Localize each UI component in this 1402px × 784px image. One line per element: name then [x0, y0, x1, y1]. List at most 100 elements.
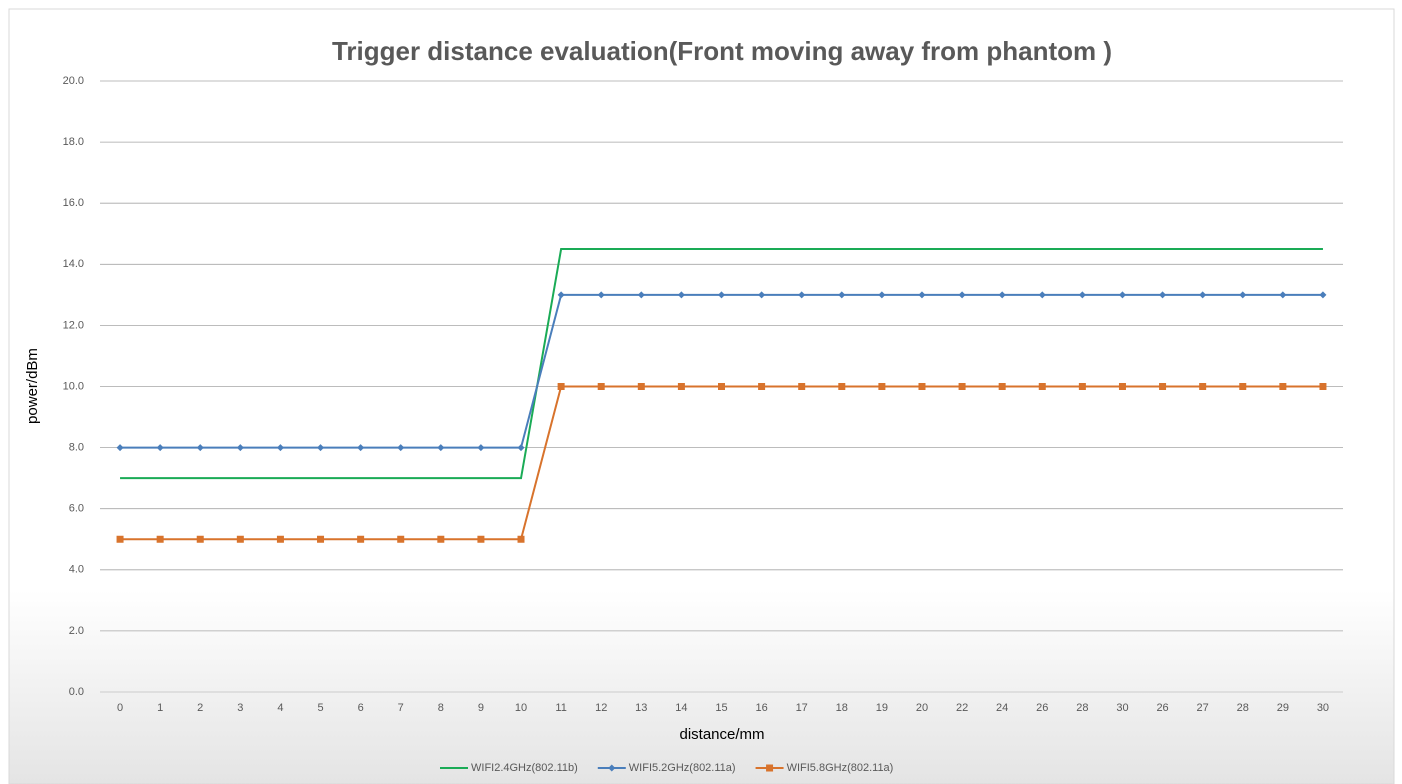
- data-point: [1199, 383, 1207, 390]
- x-tick-label: 16: [755, 702, 767, 714]
- data-point: [798, 383, 806, 390]
- x-tick-label: 30: [1116, 702, 1128, 714]
- data-point: [517, 444, 525, 452]
- data-point: [637, 383, 645, 390]
- series-line: [120, 248, 1323, 480]
- y-tick-label: 2.0: [69, 625, 84, 637]
- x-tick-label: 12: [595, 702, 607, 714]
- data-point: [1159, 383, 1167, 390]
- x-tick-label: 24: [996, 702, 1008, 714]
- legend-label: WIFI2.4GHz(802.11b): [471, 762, 578, 774]
- x-tick-label: 26: [1156, 702, 1168, 714]
- data-point: [196, 535, 204, 543]
- x-tick-label: 22: [956, 702, 968, 714]
- data-point: [1038, 291, 1046, 299]
- data-point: [838, 383, 846, 390]
- x-tick-label: 27: [1197, 702, 1209, 714]
- data-point: [236, 444, 244, 452]
- data-point: [998, 383, 1006, 390]
- data-point: [1078, 291, 1086, 299]
- y-tick-label: 16.0: [63, 197, 84, 209]
- data-point: [317, 535, 325, 543]
- data-point: [758, 383, 766, 390]
- data-point: [1159, 291, 1167, 299]
- x-tick-label: 8: [438, 702, 444, 714]
- data-point: [557, 291, 565, 299]
- x-tick-label: 13: [635, 702, 647, 714]
- data-point: [317, 444, 325, 452]
- data-point: [677, 291, 685, 299]
- data-point: [677, 383, 685, 390]
- data-point: [798, 291, 806, 299]
- x-tick-label: 10: [515, 702, 527, 714]
- x-tick-label: 4: [277, 702, 283, 714]
- x-tick-label: 14: [675, 702, 687, 714]
- x-tick-label: 28: [1076, 702, 1088, 714]
- y-tick-label: 18.0: [63, 136, 84, 148]
- x-tick-label: 2: [197, 702, 203, 714]
- legend-marker: [608, 764, 616, 772]
- data-point: [1239, 383, 1247, 390]
- data-point: [437, 444, 445, 452]
- data-point: [838, 291, 846, 299]
- data-point: [1279, 383, 1287, 390]
- x-tick-label: 9: [478, 702, 484, 714]
- x-tick-label: 3: [237, 702, 243, 714]
- x-tick-label: 20: [916, 702, 928, 714]
- data-point: [878, 383, 886, 390]
- data-point: [357, 444, 365, 452]
- data-point: [116, 535, 124, 543]
- chart-title: Trigger distance evaluation(Front moving…: [332, 36, 1112, 66]
- y-tick-label: 14.0: [63, 258, 84, 270]
- x-tick-label: 29: [1277, 702, 1289, 714]
- legend-label: WIFI5.8GHz(802.11a): [787, 762, 894, 774]
- data-point: [1078, 383, 1086, 390]
- data-point: [878, 291, 886, 299]
- y-tick-label: 8.0: [69, 442, 84, 454]
- data-point: [477, 444, 485, 452]
- data-point: [156, 444, 164, 452]
- chart-background: [8, 8, 1395, 784]
- data-point: [477, 535, 485, 543]
- y-axis-label: power/dBm: [24, 348, 41, 424]
- y-tick-label: 12.0: [63, 319, 84, 331]
- y-tick-label: 20.0: [63, 75, 84, 87]
- data-point: [718, 383, 725, 390]
- y-tick-label: 6.0: [69, 503, 84, 515]
- data-point: [597, 291, 605, 299]
- data-point: [1118, 291, 1126, 299]
- data-point: [1199, 291, 1207, 299]
- data-point: [1319, 383, 1327, 390]
- legend-marker: [766, 764, 774, 772]
- data-point: [1279, 291, 1287, 299]
- data-point: [357, 535, 365, 543]
- data-point: [397, 444, 405, 452]
- x-tick-label: 6: [358, 702, 364, 714]
- data-point: [1319, 291, 1327, 299]
- y-tick-label: 10.0: [63, 380, 84, 392]
- x-tick-label: 7: [398, 702, 404, 714]
- x-tick-label: 30: [1317, 702, 1329, 714]
- x-axis-label: distance/mm: [679, 726, 764, 743]
- x-tick-label: 26: [1036, 702, 1048, 714]
- data-point: [597, 383, 605, 390]
- data-point: [1118, 383, 1126, 390]
- data-point: [918, 383, 926, 390]
- data-point: [196, 444, 204, 452]
- data-point: [958, 383, 966, 390]
- legend-label: WIFI5.2GHz(802.11a): [629, 762, 736, 774]
- x-tick-label: 17: [796, 702, 808, 714]
- data-point: [758, 291, 766, 299]
- data-point: [958, 291, 966, 299]
- data-point: [276, 444, 284, 452]
- data-point: [397, 535, 405, 543]
- x-tick-label: 0: [117, 702, 123, 714]
- y-tick-label: 0.0: [69, 686, 84, 698]
- x-tick-label: 18: [836, 702, 848, 714]
- data-point: [918, 291, 926, 299]
- data-point: [437, 535, 445, 543]
- data-point: [236, 535, 244, 543]
- data-point: [116, 444, 124, 452]
- data-point: [517, 535, 525, 543]
